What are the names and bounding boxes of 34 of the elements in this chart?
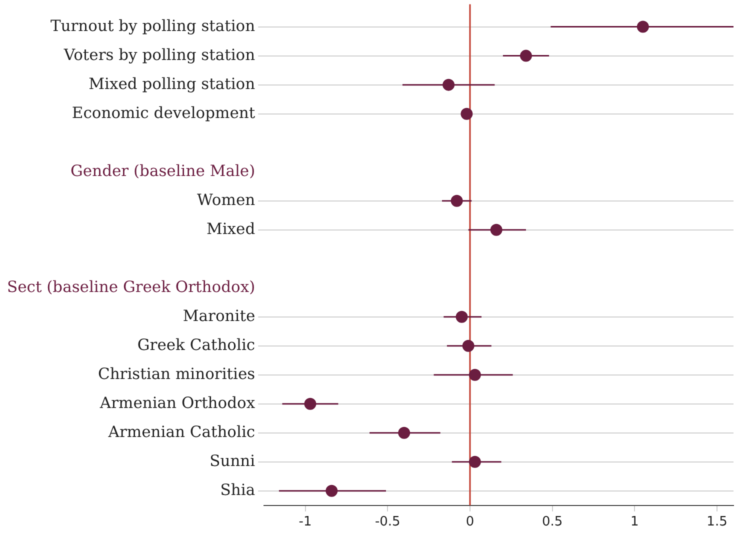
y-tick-label: Sect (baseline Greek Orthodox) <box>6 278 256 296</box>
x-tick-label: 1 <box>630 514 639 530</box>
x-tick-label: -0.5 <box>374 514 400 530</box>
y-tick-label: Mixed polling station <box>88 74 256 93</box>
y-tick-label: Gender (baseline Male) <box>70 162 256 180</box>
y-tick-label: Voters by polling station <box>62 46 256 64</box>
y-tick-label: Christian minorities <box>98 364 256 383</box>
x-tick-label: 0 <box>466 514 474 530</box>
x-tick-label: -1 <box>298 514 312 530</box>
point <box>462 340 474 352</box>
point <box>490 224 502 236</box>
x-tick-label: 0.5 <box>542 514 563 530</box>
y-tick-label: Maronite <box>182 306 256 325</box>
point <box>442 78 455 91</box>
point <box>450 194 463 207</box>
point <box>304 398 316 410</box>
point <box>460 108 473 120</box>
y-tick-label: Shia <box>220 480 256 499</box>
point <box>468 368 481 381</box>
y-tick-label: Economic development <box>72 104 256 122</box>
point <box>326 484 338 497</box>
y-tick-label: Greek Catholic <box>137 336 256 354</box>
point <box>520 50 532 62</box>
y-tick-label: Women <box>197 190 256 209</box>
y-tick-label: Turnout by polling station <box>50 16 256 35</box>
point <box>456 310 468 323</box>
y-tick-label: Armenian Catholic <box>107 422 256 441</box>
x-tick-label: 1.5 <box>706 514 728 530</box>
y-tick-label: Mixed <box>206 220 256 238</box>
y-tick-label: Armenian Orthodox <box>98 394 256 412</box>
point <box>398 426 410 439</box>
point <box>636 20 649 33</box>
point <box>468 456 481 468</box>
y-tick-label: Sunni <box>210 452 256 470</box>
